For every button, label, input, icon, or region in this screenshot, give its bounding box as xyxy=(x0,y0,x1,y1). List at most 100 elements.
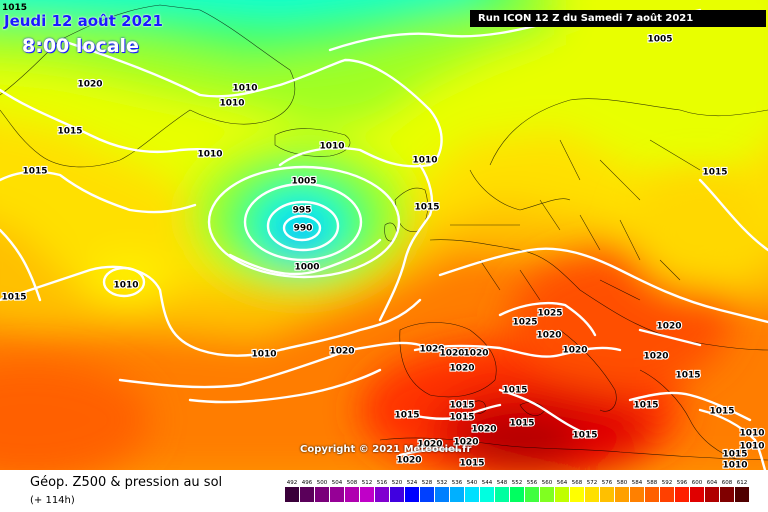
isobar-label: 1005 xyxy=(647,35,672,45)
isobar-label: 1020 xyxy=(463,349,488,359)
legend-swatch xyxy=(360,487,374,502)
legend-swatch xyxy=(540,487,554,502)
legend-swatch xyxy=(300,487,314,502)
isobar-label: 1005 xyxy=(291,177,316,187)
legend-swatch xyxy=(495,487,509,502)
legend-value: 572 xyxy=(587,480,598,486)
legend-value: 544 xyxy=(482,480,493,486)
coastlines xyxy=(0,4,768,461)
isobar-label: 1015 xyxy=(572,431,597,441)
legend-value: 576 xyxy=(602,480,613,486)
legend-swatch xyxy=(690,487,704,502)
legend-swatch xyxy=(450,487,464,502)
legend-swatch xyxy=(285,487,299,502)
isobar-label: 1020 xyxy=(417,440,442,450)
legend-value: 568 xyxy=(572,480,583,486)
legend-swatch xyxy=(525,487,539,502)
forecast-date: Jeudi 12 août 2021 xyxy=(4,12,163,30)
legend-swatch xyxy=(585,487,599,502)
legend-swatch xyxy=(345,487,359,502)
legend-value: 496 xyxy=(302,480,313,486)
isobar-label: 1015 xyxy=(1,293,26,303)
lead-time: (+ 114h) xyxy=(30,495,75,506)
legend-value: 592 xyxy=(662,480,673,486)
legend-value: 504 xyxy=(332,480,343,486)
isobar-label: 1015 xyxy=(57,127,82,137)
legend-value: 540 xyxy=(467,480,478,486)
isobar-label-layer: 1005 1020 1010 1010 1015 1010 1010 1010 1015 1015… xyxy=(0,33,765,470)
legend-swatch xyxy=(555,487,569,502)
legend-value: 600 xyxy=(692,480,703,486)
legend-swatch xyxy=(570,487,584,502)
forecast-time: 8:00 locale xyxy=(22,35,139,57)
geopotential-map: 1005 1020 1010 1010 1015 1010 1010 1010 1015 1015… xyxy=(0,0,768,470)
legend-value: 532 xyxy=(437,480,448,486)
isobar-label: 1020 xyxy=(396,456,421,466)
legend-labels: 492 496 500 504 508 512 516 520 524 528 532 536 540 5… xyxy=(287,480,748,486)
legend-value: 564 xyxy=(557,480,568,486)
legend-value: 560 xyxy=(542,480,553,486)
legend-value: 608 xyxy=(722,480,733,486)
isobar-label: 1000 xyxy=(294,263,319,273)
isobar-label: 1015 xyxy=(449,401,474,411)
isobar-label: 1010 xyxy=(197,150,222,160)
isobar-label: 1015 xyxy=(702,168,727,178)
legend-value: 516 xyxy=(377,480,388,486)
legend-swatch xyxy=(735,487,749,502)
legend-swatch xyxy=(675,487,689,502)
isobar-label: 1020 xyxy=(77,80,102,90)
run-info-banner: Run ICON 12 Z du Samedi 7 août 2021 xyxy=(470,10,766,27)
legend-swatch xyxy=(315,487,329,502)
legend-swatch xyxy=(435,487,449,502)
legend-swatch xyxy=(390,487,404,502)
legend-swatch xyxy=(705,487,719,502)
legend-value: 492 xyxy=(287,480,298,486)
isobar-label: 1020 xyxy=(439,349,464,359)
copyright-notice: Copyright © 2021 Meteociel.fr xyxy=(300,444,472,455)
isobar-label: 1020 xyxy=(449,364,474,374)
legend-swatch xyxy=(630,487,644,502)
legend-swatch xyxy=(510,487,524,502)
isobar-label: 1010 xyxy=(219,99,244,109)
isobar-label: 1010 xyxy=(739,429,764,439)
map-footer: Géop. Z500 & pression au sol (+ 114h) 49… xyxy=(0,470,768,512)
isobar-label: 1020 xyxy=(329,347,354,357)
isobar-label: 1015 xyxy=(394,411,419,421)
legend-value: 588 xyxy=(647,480,658,486)
legend-swatch xyxy=(615,487,629,502)
isobar-label: 1010 xyxy=(319,142,344,152)
legend-swatch xyxy=(600,487,614,502)
isobar-label: 1020 xyxy=(562,346,587,356)
legend-swatch xyxy=(375,487,389,502)
isobar-label: 1010 xyxy=(113,281,138,291)
legend-value: 512 xyxy=(362,480,373,486)
isobar-label: 1025 xyxy=(512,318,537,328)
legend-swatch xyxy=(645,487,659,502)
legend-value: 580 xyxy=(617,480,628,486)
isobar-label: 1010 xyxy=(412,156,437,166)
legend-value: 612 xyxy=(737,480,748,486)
legend-value: 536 xyxy=(452,480,463,486)
isobar-label: 1010 xyxy=(232,84,257,94)
legend-value: 500 xyxy=(317,480,328,486)
legend-swatches xyxy=(285,487,749,502)
corner-pressure-label: 1015 xyxy=(2,3,27,13)
legend-swatch xyxy=(660,487,674,502)
isobar-label: 1015 xyxy=(449,413,474,423)
legend-swatch xyxy=(420,487,434,502)
isobar-label: 1015 xyxy=(722,450,747,460)
legend-value: 552 xyxy=(512,480,523,486)
isobar-label: 990 xyxy=(294,224,313,234)
isobar-label: 1015 xyxy=(675,371,700,381)
legend-swatch xyxy=(330,487,344,502)
isobar-label: 1015 xyxy=(459,459,484,469)
legend-value: 520 xyxy=(392,480,403,486)
isobar-label: 1020 xyxy=(471,425,496,435)
legend-value: 584 xyxy=(632,480,643,486)
legend-value: 524 xyxy=(407,480,418,486)
isobars xyxy=(0,8,768,470)
isobar-label: 1015 xyxy=(414,203,439,213)
isobar-label: 1015 xyxy=(22,167,47,177)
isobar-label: 1020 xyxy=(419,345,444,355)
